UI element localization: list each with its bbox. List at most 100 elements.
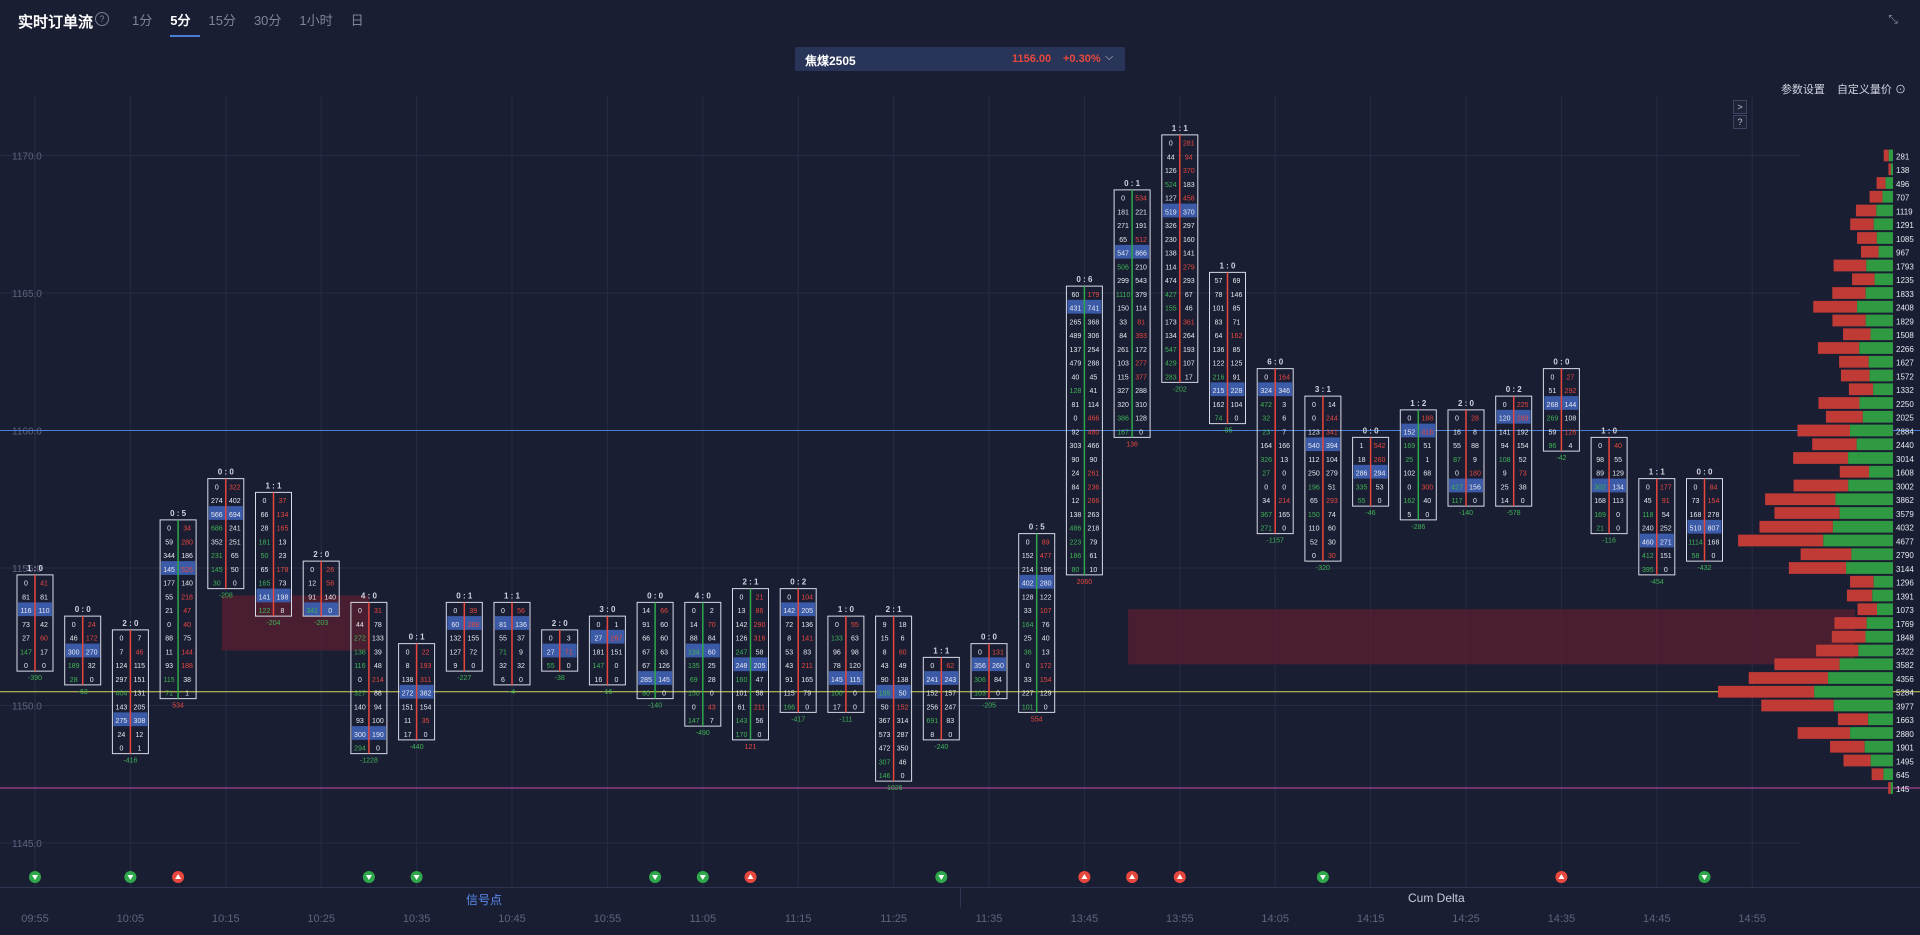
bid-value: 140	[354, 704, 366, 711]
tab-1min[interactable]: 1分	[132, 13, 153, 28]
bid-value: 50	[881, 704, 889, 711]
bar-delta-label: -578	[1507, 510, 1521, 517]
expand-button[interactable]: >	[1733, 100, 1747, 114]
time-tick-label: 11:15	[785, 913, 812, 925]
bid-value: 0	[1598, 443, 1602, 450]
ask-value: 48	[374, 663, 382, 670]
volume-profile-buy-bar	[1868, 713, 1893, 726]
symbol-name: 焦煤2505	[805, 54, 856, 68]
bid-value: 89	[1596, 471, 1604, 478]
bar-delta-label: -38	[555, 675, 565, 682]
custom-volume-link[interactable]: 自定义量价 ⊙	[1837, 81, 1906, 97]
bid-value: 0	[549, 636, 553, 643]
help-button[interactable]: ?	[1733, 115, 1747, 129]
params-settings-link[interactable]: 参数设置	[1780, 84, 1825, 96]
bid-value: 116	[354, 663, 365, 670]
ask-value: 94	[1185, 154, 1193, 161]
bid-value: 164	[1022, 622, 1034, 629]
bid-value: 55	[547, 663, 555, 670]
bid-value: 127	[1165, 196, 1177, 203]
bid-value: 6	[501, 677, 505, 684]
ask-value: 0	[1664, 567, 1668, 574]
ask-value: 140	[181, 581, 193, 588]
symbol-selector[interactable]: 焦煤2505 1156.00 +0.30% ⌵	[795, 47, 1125, 71]
bid-value: 152	[1022, 553, 1034, 560]
volume-profile-sell-bar	[1765, 493, 1836, 506]
symbol-price: 1156.00	[1012, 53, 1052, 65]
tab-1hour[interactable]: 1小时	[299, 13, 333, 28]
time-tick-label: 10:55	[594, 913, 622, 925]
ask-value: 86	[756, 608, 764, 615]
bar-delta-label: -95	[1222, 428, 1232, 435]
volume-profile-buy-bar	[1833, 699, 1893, 712]
ask-value: 271	[1660, 539, 1672, 546]
bar-delta-label: -1026	[885, 785, 903, 792]
volume-profile-buy-bar	[1872, 589, 1893, 602]
volume-profile-buy-bar	[1870, 328, 1893, 341]
bid-value: 123	[1308, 429, 1320, 436]
volume-profile-sell-bar	[1839, 355, 1869, 368]
volume-profile-sell-bar	[1813, 300, 1858, 313]
ask-value: 55	[851, 622, 859, 629]
ask-value: 0	[948, 732, 952, 739]
bid-value: 110	[1308, 526, 1319, 533]
volume-profile-sell-bar	[1837, 713, 1869, 726]
bid-value: 32	[499, 663, 507, 670]
ask-value: 0	[1425, 512, 1429, 519]
bid-value: 0	[24, 581, 28, 588]
bid-value: 0	[1646, 484, 1650, 491]
y-tick-label: 1150.0	[12, 702, 42, 713]
tab-day[interactable]: 日	[350, 13, 364, 28]
bid-value: 189	[68, 663, 80, 670]
ask-value: 40	[1042, 636, 1050, 643]
bar-delta-label: -204	[266, 620, 280, 627]
bid-value: 143	[736, 718, 748, 725]
signal-arrow	[413, 875, 420, 880]
bid-value: 0	[692, 704, 696, 711]
ask-value: 17	[1185, 374, 1193, 381]
ask-value: 81	[40, 594, 48, 601]
bid-value: 135	[688, 663, 700, 670]
bid-value: 285	[640, 677, 652, 684]
bid-value: 0	[501, 608, 505, 615]
bid-value: 118	[1642, 512, 1653, 519]
ask-value: 251	[229, 539, 241, 546]
ask-value: 192	[1517, 429, 1529, 436]
ask-value: 49	[899, 663, 907, 670]
bid-value: 87	[1453, 457, 1461, 464]
bid-value: 162	[1213, 402, 1225, 409]
bid-value: 146	[879, 773, 891, 780]
tab-15min[interactable]: 15分	[208, 13, 236, 28]
bar-delta-label: -432	[1697, 565, 1711, 572]
bid-value: 395	[1642, 567, 1654, 574]
signal-points-tab[interactable]: 信号点	[466, 893, 503, 907]
bid-value: 402	[1022, 581, 1034, 588]
bid-value: 55	[499, 636, 507, 643]
bid-value: 170	[736, 732, 748, 739]
question-circle-icon[interactable]: ?	[95, 12, 109, 26]
tab-5min[interactable]: 5分	[170, 10, 201, 37]
bid-value: 137	[1070, 347, 1082, 354]
time-tick-label: 13:55	[1166, 913, 1194, 925]
ask-value: 162	[1231, 333, 1243, 340]
bid-value: 33	[1024, 677, 1032, 684]
time-tick-label: 11:35	[976, 913, 1003, 925]
ask-value: 67	[1185, 292, 1193, 299]
collapse-arrows-icon[interactable]: ⤡	[1888, 12, 1898, 26]
bid-value: 27	[22, 636, 30, 643]
footer-divider	[960, 888, 961, 908]
volume-profile-buy-bar	[1865, 314, 1893, 327]
ask-value: 0	[710, 691, 714, 698]
cum-delta-tab[interactable]: Cum Delta	[1408, 891, 1465, 905]
ask-value: 155	[467, 636, 479, 643]
bid-value: 83	[1215, 319, 1223, 326]
volume-profile-sell-bar	[1833, 259, 1867, 272]
volume-profile-buy-bar	[1848, 452, 1893, 464]
tab-30min[interactable]: 30分	[253, 13, 282, 28]
bar-delta-label: -140	[1459, 510, 1473, 517]
ask-value: 43	[708, 704, 716, 711]
ask-value: 311	[420, 677, 431, 684]
bid-value: 134	[688, 649, 700, 656]
ask-value: 46	[1185, 306, 1193, 313]
